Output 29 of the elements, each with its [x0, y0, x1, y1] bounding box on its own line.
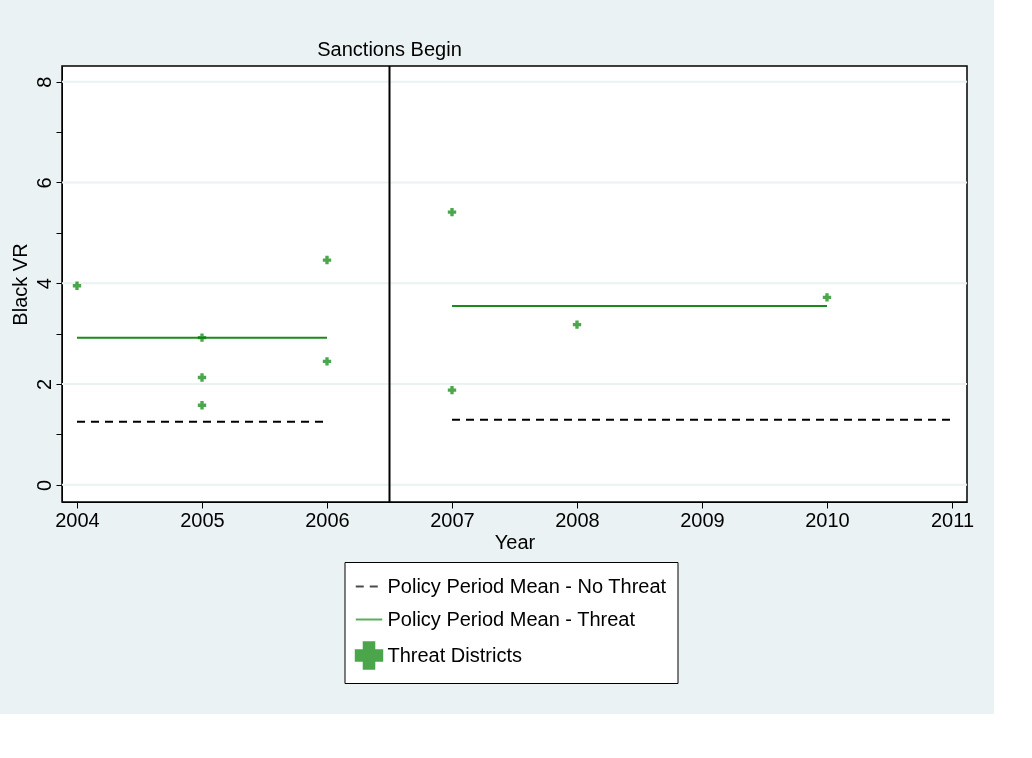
- point: [197, 333, 207, 342]
- point: [72, 281, 82, 290]
- x-tick-label: 2005: [180, 508, 225, 531]
- x-axis-title: Year: [494, 530, 536, 553]
- x-tick-label: 2008: [555, 508, 600, 531]
- legend-label: Policy Period Mean - No Threat: [387, 574, 667, 597]
- y-tick-label: 4: [32, 278, 55, 290]
- y-tick-label: 2: [32, 378, 55, 391]
- point: [447, 207, 457, 217]
- y-axis-title: Black VR: [8, 243, 31, 326]
- point: [572, 320, 582, 329]
- point: [197, 373, 207, 382]
- point: [822, 293, 832, 302]
- ref-line-label: Sanctions Begin: [317, 38, 462, 60]
- point: [322, 255, 332, 265]
- point: [447, 385, 457, 395]
- y-tick-label: 8: [32, 76, 55, 88]
- point: [197, 401, 207, 410]
- y-tick-label: 0: [32, 479, 55, 491]
- x-tick-label: 2006: [305, 508, 350, 531]
- x-tick-label: 2007: [430, 508, 475, 531]
- legend-label: Policy Period Mean - Threat: [387, 607, 636, 630]
- point: [322, 357, 332, 366]
- y-tick-label: 6: [32, 177, 55, 189]
- x-tick-label: 2011: [930, 508, 975, 531]
- x-tick-label: 2010: [805, 508, 850, 531]
- x-tick-label: 2004: [55, 508, 100, 531]
- legend-label: Threat Districts: [387, 643, 522, 666]
- x-tick-label: 2009: [680, 508, 725, 531]
